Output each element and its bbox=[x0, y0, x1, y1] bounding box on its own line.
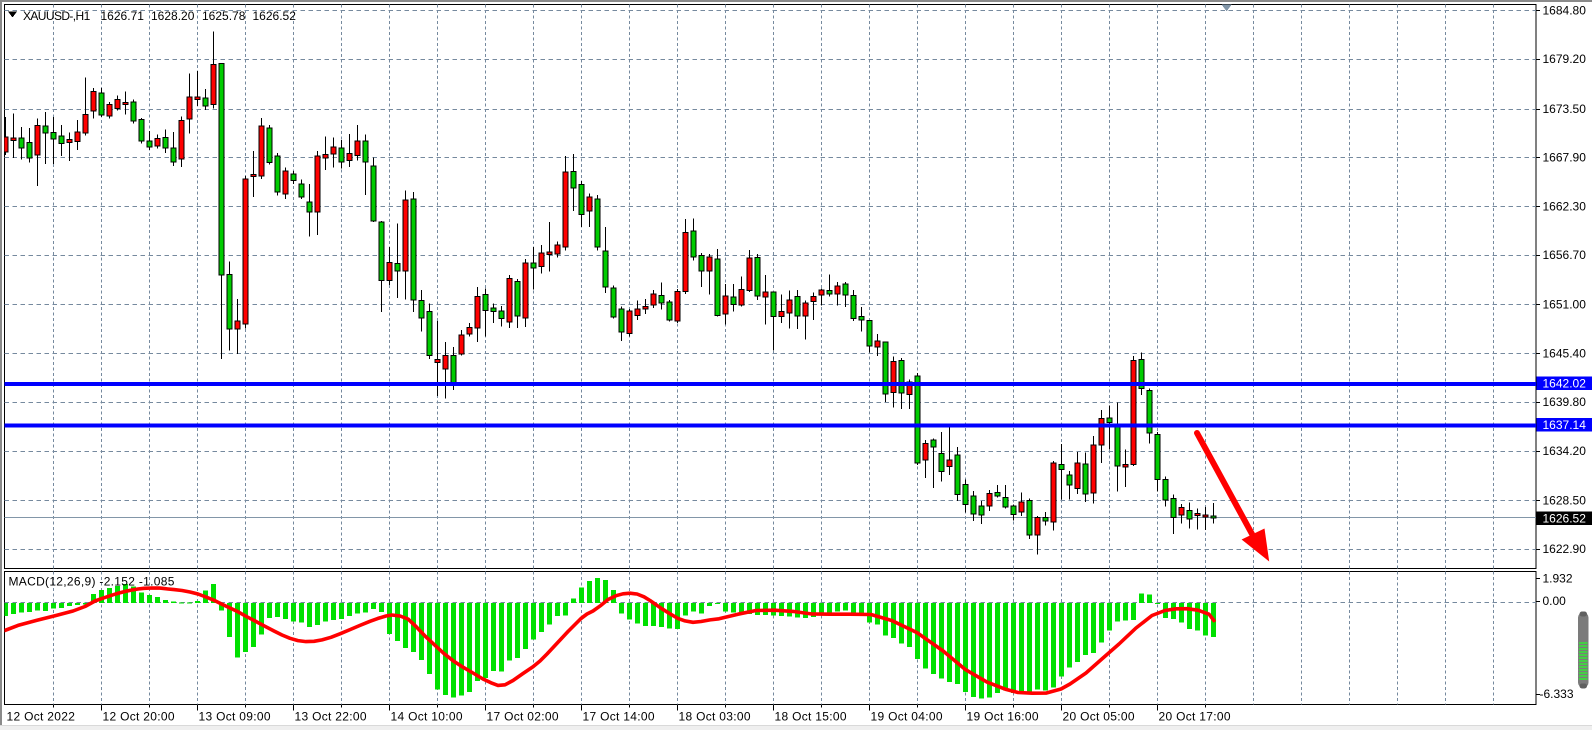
svg-text:17 Oct 02:00: 17 Oct 02:00 bbox=[487, 709, 559, 723]
svg-text:XAUUSD-,H1: XAUUSD-,H1 bbox=[23, 9, 91, 23]
svg-text:12 Oct 2022: 12 Oct 2022 bbox=[7, 709, 76, 723]
svg-text:13 Oct 22:00: 13 Oct 22:00 bbox=[295, 709, 367, 723]
svg-text:-6.333: -6.333 bbox=[1540, 687, 1574, 701]
svg-text:1.932: 1.932 bbox=[1543, 572, 1573, 586]
svg-text:1637.14: 1637.14 bbox=[1543, 418, 1587, 432]
svg-text:1651.00: 1651.00 bbox=[1543, 298, 1587, 312]
svg-text:1628.50: 1628.50 bbox=[1543, 494, 1587, 508]
svg-text:1626.52: 1626.52 bbox=[253, 9, 297, 23]
svg-text:20 Oct 05:00: 20 Oct 05:00 bbox=[1063, 709, 1135, 723]
svg-text:1639.80: 1639.80 bbox=[1543, 395, 1587, 409]
svg-text:1667.90: 1667.90 bbox=[1543, 151, 1587, 165]
svg-text:14 Oct 10:00: 14 Oct 10:00 bbox=[391, 709, 463, 723]
svg-text:0.00: 0.00 bbox=[1543, 594, 1567, 608]
svg-text:1626.52: 1626.52 bbox=[1543, 511, 1587, 525]
svg-text:1684.80: 1684.80 bbox=[1543, 4, 1587, 18]
svg-text:17 Oct 14:00: 17 Oct 14:00 bbox=[583, 709, 655, 723]
svg-text:1626.71: 1626.71 bbox=[101, 9, 145, 23]
svg-text:1622.90: 1622.90 bbox=[1543, 542, 1587, 556]
svg-text:1625.78: 1625.78 bbox=[202, 9, 246, 23]
svg-text:1628.20: 1628.20 bbox=[151, 9, 195, 23]
svg-text:18 Oct 03:00: 18 Oct 03:00 bbox=[679, 709, 751, 723]
svg-text:19 Oct 04:00: 19 Oct 04:00 bbox=[871, 709, 943, 723]
svg-text:1679.20: 1679.20 bbox=[1543, 52, 1587, 66]
svg-text:13 Oct 09:00: 13 Oct 09:00 bbox=[199, 709, 271, 723]
svg-text:19 Oct 16:00: 19 Oct 16:00 bbox=[967, 709, 1039, 723]
svg-text:1662.30: 1662.30 bbox=[1543, 199, 1587, 213]
svg-text:1656.70: 1656.70 bbox=[1543, 248, 1587, 262]
svg-text:1673.50: 1673.50 bbox=[1543, 102, 1587, 116]
svg-text:1642.02: 1642.02 bbox=[1543, 377, 1587, 391]
svg-text:20 Oct 17:00: 20 Oct 17:00 bbox=[1159, 709, 1231, 723]
svg-text:12 Oct 20:00: 12 Oct 20:00 bbox=[103, 709, 175, 723]
svg-text:18 Oct 15:00: 18 Oct 15:00 bbox=[775, 709, 847, 723]
svg-text:MACD(12,26,9) -2.152 -1.085: MACD(12,26,9) -2.152 -1.085 bbox=[9, 575, 175, 589]
svg-text:1645.40: 1645.40 bbox=[1543, 346, 1587, 360]
svg-text:1634.20: 1634.20 bbox=[1543, 444, 1587, 458]
